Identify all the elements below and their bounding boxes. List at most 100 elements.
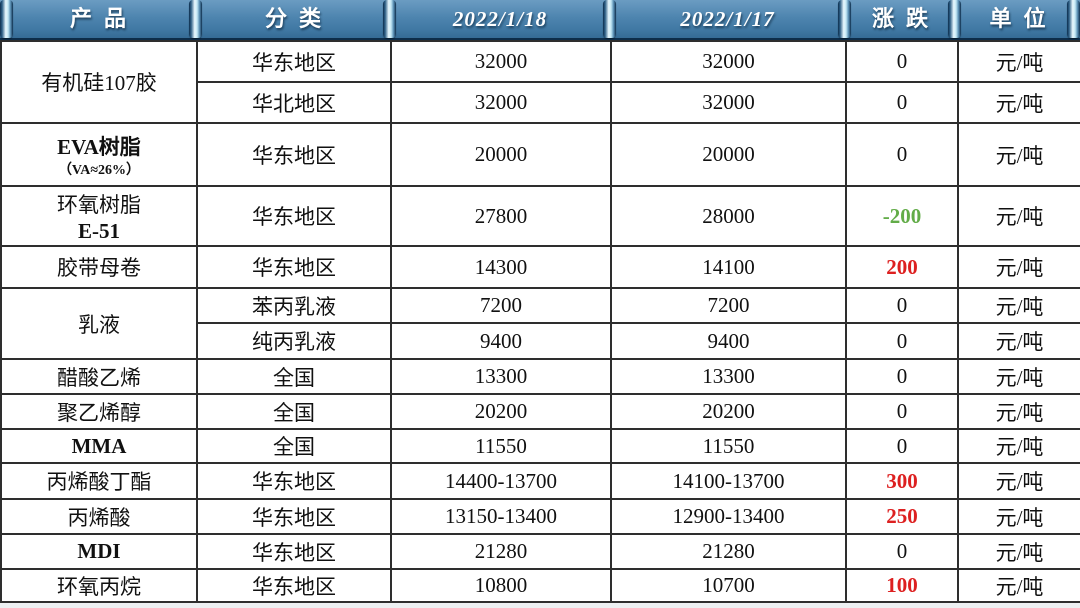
product-subname: E-51 <box>78 218 120 243</box>
price-new-cell: 20000 <box>390 122 612 187</box>
product-name: EVA树脂 <box>57 134 141 159</box>
product-name: 醋酸乙烯 <box>57 365 141 390</box>
header-divider <box>1067 0 1080 38</box>
table-header: 产品 分类 2022/1/18 2022/1/17 涨跌 单位 <box>0 0 1080 40</box>
category-cell: 全国 <box>196 358 392 395</box>
category-cell: 华东地区 <box>196 245 392 289</box>
change-cell: 0 <box>845 287 959 324</box>
product-name: 有机硅107胶 <box>41 71 157 95</box>
product-name: 聚乙烯醇 <box>57 400 141 425</box>
product-cell: EVA树脂 （VA≈26%） <box>0 122 198 187</box>
unit-cell: 元/吨 <box>957 287 1080 324</box>
price-new-cell: 21280 <box>390 533 612 570</box>
product-name: 乳液 <box>78 312 120 337</box>
category-cell: 全国 <box>196 393 392 430</box>
product-name: 丙烯酸丁酯 <box>46 470 152 494</box>
table-row: 醋酸乙烯 全国 13300 13300 0 元/吨 <box>0 358 1080 395</box>
category-cell: 华东地区 <box>196 462 392 500</box>
header-divider <box>948 0 961 38</box>
unit-cell: 元/吨 <box>957 428 1080 464</box>
product-cell: 丙烯酸丁酯 <box>0 462 198 500</box>
product-cell: 环氧树脂 E-51 <box>0 185 198 247</box>
category-cell: 华东地区 <box>196 122 392 187</box>
change-cell: 0 <box>845 322 959 360</box>
table-row: MDI 华东地区 21280 21280 0 元/吨 <box>0 533 1080 570</box>
unit-cell: 元/吨 <box>957 245 1080 289</box>
header-cell: 单位 <box>989 6 1058 31</box>
table-row: 乳液 苯丙乳液 7200 7200 0 元/吨 <box>0 287 1080 360</box>
category-cell: 苯丙乳液 <box>196 287 392 324</box>
table-row: 丙烯酸 华东地区 13150-13400 12900-13400 250 元/吨 <box>0 498 1080 535</box>
product-name: 环氧树脂 <box>57 192 141 217</box>
change-cell: -200 <box>845 185 959 247</box>
unit-cell: 元/吨 <box>957 185 1080 247</box>
change-cell: 0 <box>845 358 959 395</box>
price-table: 有机硅107胶 华东地区 32000 32000 0 元/吨 华北地区 32000 32000 0… <box>0 40 1080 603</box>
product-cell: 聚乙烯醇 <box>0 393 198 430</box>
price-old-cell: 7200 <box>610 287 847 324</box>
price-old-cell: 14100-13700 <box>610 462 847 500</box>
table-row: 环氧树脂 E-51 华东地区 27800 28000 -200 元/吨 <box>0 185 1080 247</box>
header-divider <box>0 0 13 38</box>
price-new-cell: 32000 <box>390 40 612 83</box>
price-new-cell: 20200 <box>390 393 612 430</box>
table-row: MMA 全国 11550 11550 0 元/吨 <box>0 428 1080 464</box>
category-cell: 华东地区 <box>196 40 392 83</box>
unit-cell: 元/吨 <box>957 358 1080 395</box>
table-row: 丙烯酸丁酯 华东地区 14400-13700 14100-13700 300 元/吨 <box>0 462 1080 500</box>
unit-cell: 元/吨 <box>957 81 1080 124</box>
product-name: 胶带母卷 <box>57 256 141 280</box>
product-cell: 有机硅107胶 <box>0 40 198 124</box>
header-cell: 涨跌 <box>871 6 940 31</box>
price-new-cell: 32000 <box>390 81 612 124</box>
change-cell: 250 <box>845 498 959 535</box>
unit-cell: 元/吨 <box>957 568 1080 603</box>
change-cell: 0 <box>845 428 959 464</box>
product-name: 环氧丙烷 <box>57 574 141 599</box>
table-row: 有机硅107胶 华东地区 32000 32000 0 元/吨 <box>0 40 1080 124</box>
header-cell: 2022/1/18 <box>452 7 548 31</box>
unit-cell: 元/吨 <box>957 498 1080 535</box>
price-new-cell: 13300 <box>390 358 612 395</box>
category-cell: 全国 <box>196 428 392 464</box>
unit-cell: 元/吨 <box>957 322 1080 360</box>
header-divider <box>838 0 851 38</box>
price-old-cell: 10700 <box>610 568 847 603</box>
product-name: 丙烯酸 <box>67 505 131 530</box>
bottom-strip <box>0 603 1080 608</box>
price-old-cell: 20200 <box>610 393 847 430</box>
price-new-cell: 9400 <box>390 322 612 360</box>
price-new-cell: 14400-13700 <box>390 462 612 500</box>
price-new-cell: 27800 <box>390 185 612 247</box>
price-old-cell: 32000 <box>610 81 847 124</box>
product-subname: （VA≈26%） <box>57 162 141 178</box>
table-row: 环氧丙烷 华东地区 10800 10700 100 元/吨 <box>0 568 1080 603</box>
category-cell: 华东地区 <box>196 533 392 570</box>
product-name: MMA <box>71 433 127 458</box>
table-row: 纯丙乳液 9400 9400 0 元/吨 <box>1 322 1080 360</box>
category-cell: 华东地区 <box>196 568 392 603</box>
category-cell: 华北地区 <box>196 81 392 124</box>
price-new-cell: 11550 <box>390 428 612 464</box>
price-old-cell: 13300 <box>610 358 847 395</box>
header-divider <box>603 0 616 38</box>
price-new-cell: 14300 <box>390 245 612 289</box>
price-old-cell: 28000 <box>610 185 847 247</box>
product-cell: 醋酸乙烯 <box>0 358 198 395</box>
change-cell: 300 <box>845 462 959 500</box>
price-old-cell: 11550 <box>610 428 847 464</box>
change-cell: 100 <box>845 568 959 603</box>
change-cell: 0 <box>845 81 959 124</box>
category-cell: 华东地区 <box>196 498 392 535</box>
table-row: EVA树脂 （VA≈26%） 华东地区 20000 20000 0 元/吨 <box>0 122 1080 187</box>
product-cell: 丙烯酸 <box>0 498 198 535</box>
header-divider <box>383 0 396 38</box>
price-old-cell: 20000 <box>610 122 847 187</box>
category-cell: 华东地区 <box>196 185 392 247</box>
unit-cell: 元/吨 <box>957 40 1080 83</box>
header-cell: 产品 <box>69 6 138 31</box>
change-cell: 0 <box>845 122 959 187</box>
price-old-cell: 12900-13400 <box>610 498 847 535</box>
unit-cell: 元/吨 <box>957 393 1080 430</box>
